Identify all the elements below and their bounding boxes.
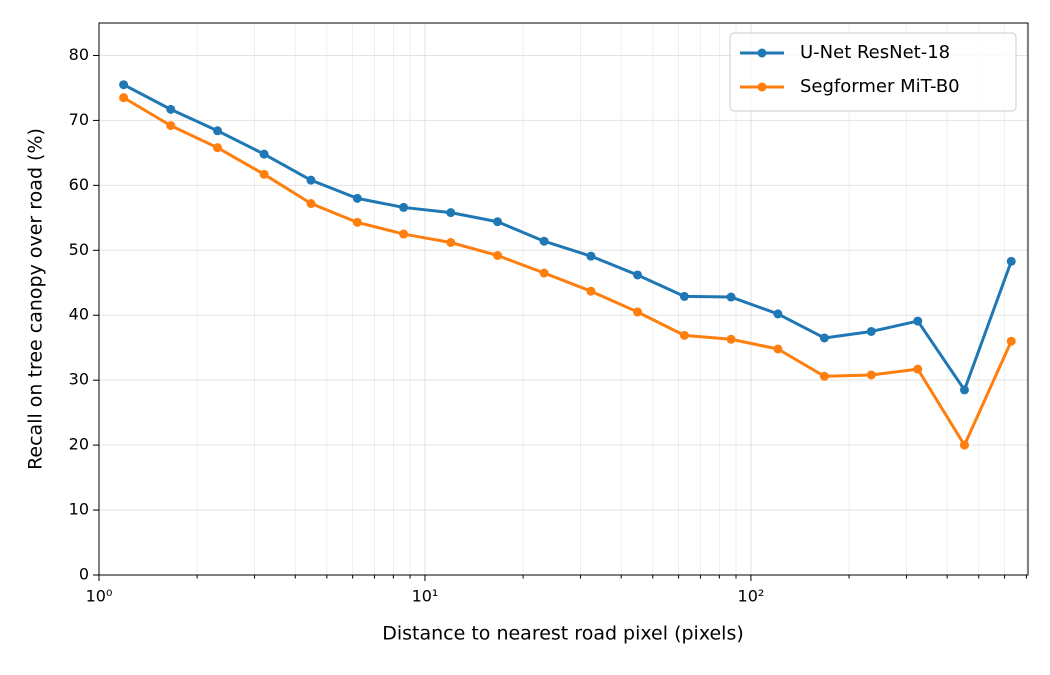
data-point bbox=[773, 344, 783, 354]
y-tick-label: 10 bbox=[69, 500, 89, 519]
legend-marker bbox=[757, 48, 767, 58]
data-point bbox=[586, 286, 596, 296]
data-point bbox=[213, 143, 223, 153]
data-point bbox=[819, 371, 829, 381]
data-point bbox=[1006, 256, 1016, 266]
data-point bbox=[913, 364, 923, 374]
data-point bbox=[726, 292, 736, 302]
data-point bbox=[493, 250, 503, 260]
data-point bbox=[679, 330, 689, 340]
x-tick-label: 10¹ bbox=[412, 587, 439, 606]
y-tick-label: 60 bbox=[69, 175, 89, 194]
data-point bbox=[259, 169, 269, 179]
y-tick-label: 50 bbox=[69, 240, 89, 259]
data-point bbox=[633, 270, 643, 280]
legend-label: Segformer MiT-B0 bbox=[800, 76, 960, 97]
data-point bbox=[679, 291, 689, 301]
series-line bbox=[122, 96, 1013, 447]
data-point bbox=[119, 93, 129, 103]
data-point bbox=[352, 193, 362, 203]
data-point bbox=[213, 126, 223, 136]
data-point bbox=[866, 370, 876, 380]
data-point bbox=[819, 333, 829, 343]
x-tick-label: 10⁰ bbox=[86, 587, 113, 606]
series-line bbox=[122, 83, 1013, 392]
data-point bbox=[352, 217, 362, 227]
data-point bbox=[539, 268, 549, 278]
data-point bbox=[959, 385, 969, 395]
data-point bbox=[399, 202, 409, 212]
x-tick-label: 10² bbox=[738, 587, 765, 606]
data-point bbox=[493, 217, 503, 227]
data-point bbox=[959, 440, 969, 450]
data-point bbox=[913, 316, 923, 326]
data-point bbox=[633, 307, 643, 317]
y-tick-label: 80 bbox=[69, 45, 89, 64]
data-point bbox=[586, 251, 596, 261]
data-point bbox=[259, 149, 269, 159]
data-point bbox=[539, 236, 549, 246]
data-point bbox=[446, 208, 456, 218]
data-point bbox=[1006, 336, 1016, 346]
legend-box bbox=[729, 32, 1017, 112]
y-tick-label: 0 bbox=[79, 565, 89, 584]
data-point bbox=[446, 238, 456, 248]
data-point bbox=[399, 229, 409, 239]
y-tick-label: 20 bbox=[69, 435, 89, 454]
data-point bbox=[166, 121, 176, 131]
data-point bbox=[773, 309, 783, 319]
legend: U-Net ResNet-18 Segformer MiT-B0 bbox=[729, 32, 1017, 112]
plot-frame bbox=[98, 22, 1029, 576]
legend-label: U-Net ResNet-18 bbox=[800, 42, 950, 63]
data-point bbox=[166, 104, 176, 114]
y-axis-label: Recall on tree canopy over road (%) bbox=[25, 128, 47, 470]
legend-marker bbox=[757, 82, 767, 92]
data-point bbox=[726, 334, 736, 344]
y-tick-label: 30 bbox=[69, 370, 89, 389]
data-point bbox=[306, 175, 316, 185]
y-tick-label: 70 bbox=[69, 110, 89, 129]
data-point bbox=[119, 80, 129, 90]
data-point bbox=[866, 326, 876, 336]
y-tick-label: 40 bbox=[69, 305, 89, 324]
x-axis-label: Distance to nearest road pixel (pixels) bbox=[382, 623, 744, 645]
data-point bbox=[306, 199, 316, 209]
